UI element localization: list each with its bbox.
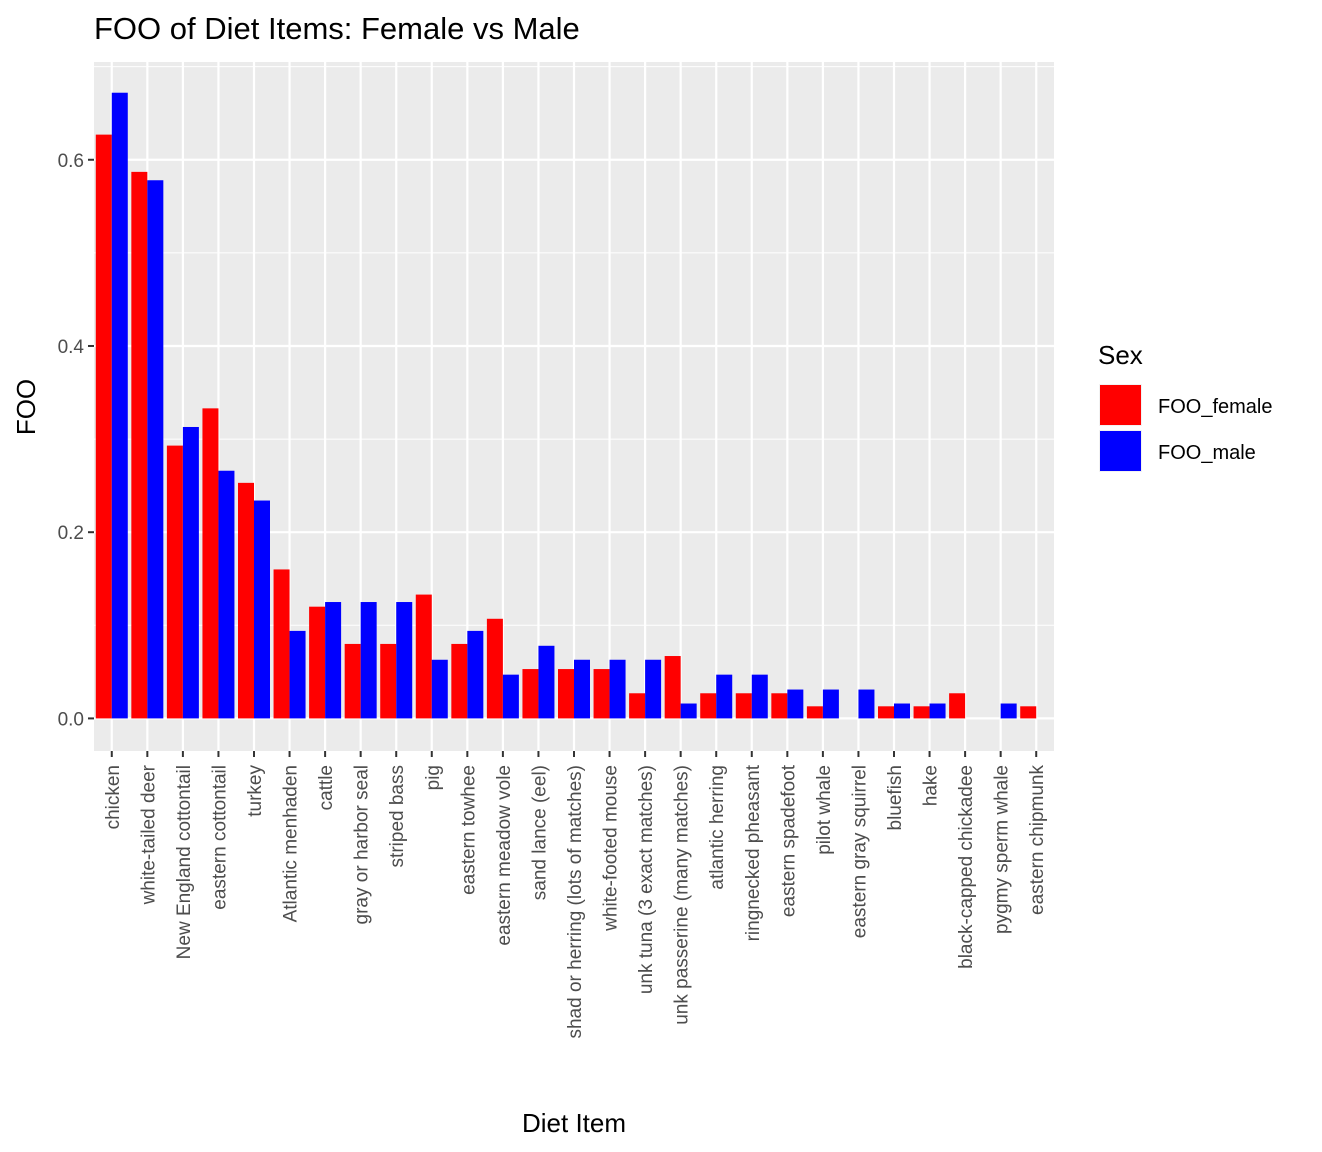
bar-foo-male xyxy=(467,630,484,719)
legend-title: Sex xyxy=(1098,340,1143,370)
bar-foo-male xyxy=(396,602,413,719)
x-tick-label: shad or herring (lots of matches) xyxy=(565,765,586,1039)
y-tick-label: 0.6 xyxy=(58,151,84,172)
x-tick-label: New England cottontail xyxy=(174,765,195,959)
bar-foo-female xyxy=(664,656,681,719)
y-axis: 0.0 0.2 0.4 0.6 xyxy=(58,151,94,730)
bar-foo-male xyxy=(574,659,590,719)
bar-foo-female xyxy=(415,594,432,719)
bar-foo-female xyxy=(166,445,183,719)
x-axis-title: Diet Item xyxy=(522,1108,626,1138)
x-tick-label: unk passerine (many matches) xyxy=(672,765,693,1025)
bar-foo-female xyxy=(95,134,112,719)
bar-foo-male xyxy=(254,500,270,719)
bar-foo-female xyxy=(1020,706,1037,719)
bar-foo-male xyxy=(182,426,199,719)
bar-foo-male xyxy=(894,703,910,719)
x-tick-label: eastern towhee xyxy=(458,765,479,895)
legend-key-swatch xyxy=(1100,431,1141,471)
bar-foo-male xyxy=(751,674,768,719)
bar-foo-male xyxy=(147,180,164,719)
x-tick-label: unk tuna (3 exact matches) xyxy=(636,765,657,994)
bar-foo-male xyxy=(538,645,555,719)
x-tick-label: Atlantic menhaden xyxy=(281,765,302,922)
legend-label: FOO_female xyxy=(1158,396,1272,418)
bar-foo-male xyxy=(929,703,946,719)
bar-foo-female xyxy=(806,706,823,719)
bar-foo-male xyxy=(680,703,697,719)
bar-foo-male xyxy=(609,659,626,719)
bar-foo-male xyxy=(645,659,662,719)
y-tick-label: 0.0 xyxy=(58,709,84,730)
bar-foo-female xyxy=(949,693,966,719)
x-tick-label: pig xyxy=(423,765,444,790)
x-tick-label: pilot whale xyxy=(814,765,835,855)
legend: Sex FOO_female FOO_male xyxy=(1098,340,1272,472)
x-tick-label: cattle xyxy=(316,765,337,810)
chart-title: FOO of Diet Items: Female vs Male xyxy=(94,11,580,46)
x-tick-label: atlantic herring xyxy=(707,765,728,890)
y-tick-label: 0.2 xyxy=(58,523,84,544)
bar-foo-male xyxy=(289,630,306,719)
bar-foo-male xyxy=(787,689,804,719)
x-tick-label: eastern gray squirrel xyxy=(849,765,870,938)
bar-foo-female xyxy=(700,693,717,719)
bar-foo-female xyxy=(913,706,930,719)
bar-foo-male xyxy=(431,659,448,719)
y-axis-title: FOO xyxy=(11,379,41,435)
bar-foo-female xyxy=(486,618,503,719)
x-tick-label: hake xyxy=(921,765,942,806)
bar-foo-female xyxy=(593,669,610,719)
x-tick-label: ringnecked pheasant xyxy=(743,764,764,941)
bar-foo-female xyxy=(202,408,219,719)
x-tick-label: black-capped chickadee xyxy=(956,765,977,969)
bar-foo-female xyxy=(309,606,326,719)
bar-foo-male xyxy=(1000,703,1017,719)
x-axis: chicken white-tailed deer New England cott… xyxy=(103,751,1048,1039)
legend-key-swatch xyxy=(1100,385,1141,425)
bar-foo-female xyxy=(344,643,361,719)
bar-foo-female xyxy=(451,643,468,719)
bar-foo-female xyxy=(629,693,646,719)
bar-foo-male xyxy=(858,689,875,719)
bar-foo-female xyxy=(238,482,254,719)
bar-foo-female xyxy=(380,643,397,719)
bar-foo-female xyxy=(131,171,148,719)
bar-foo-female xyxy=(735,693,752,719)
legend-label: FOO_male xyxy=(1158,442,1256,464)
bar-foo-female xyxy=(878,706,894,719)
bar-foo-male xyxy=(502,674,519,719)
bar-foo-male xyxy=(360,602,377,719)
bar-foo-male xyxy=(325,602,342,719)
x-tick-label: chicken xyxy=(103,765,124,829)
x-tick-label: eastern cottontail xyxy=(209,765,230,910)
x-tick-label: white-tailed deer xyxy=(138,764,159,905)
bar-foo-female xyxy=(558,669,574,719)
x-tick-label: eastern meadow vole xyxy=(494,765,515,946)
x-tick-label: bluefish xyxy=(885,765,906,831)
y-tick-label: 0.4 xyxy=(58,337,85,358)
x-tick-label: gray or harbor seal xyxy=(352,765,373,924)
x-tick-label: sand lance (eel) xyxy=(529,765,550,900)
bar-foo-female xyxy=(273,569,290,719)
bar-foo-male xyxy=(716,674,733,719)
x-tick-label: striped bass xyxy=(387,765,408,867)
bar-foo-male xyxy=(111,92,128,719)
bars xyxy=(95,92,1037,719)
bar-foo-female xyxy=(771,693,788,719)
x-tick-label: white-footed mouse xyxy=(601,765,622,932)
x-tick-label: turkey xyxy=(245,765,266,817)
x-tick-label: pygmy sperm whale xyxy=(992,765,1013,934)
bar-foo-female xyxy=(522,669,539,719)
bar-foo-male xyxy=(822,689,839,719)
x-tick-label: eastern chipmunk xyxy=(1027,765,1048,915)
bar-foo-male xyxy=(218,470,235,719)
x-tick-label: eastern spadefoot xyxy=(778,764,799,917)
